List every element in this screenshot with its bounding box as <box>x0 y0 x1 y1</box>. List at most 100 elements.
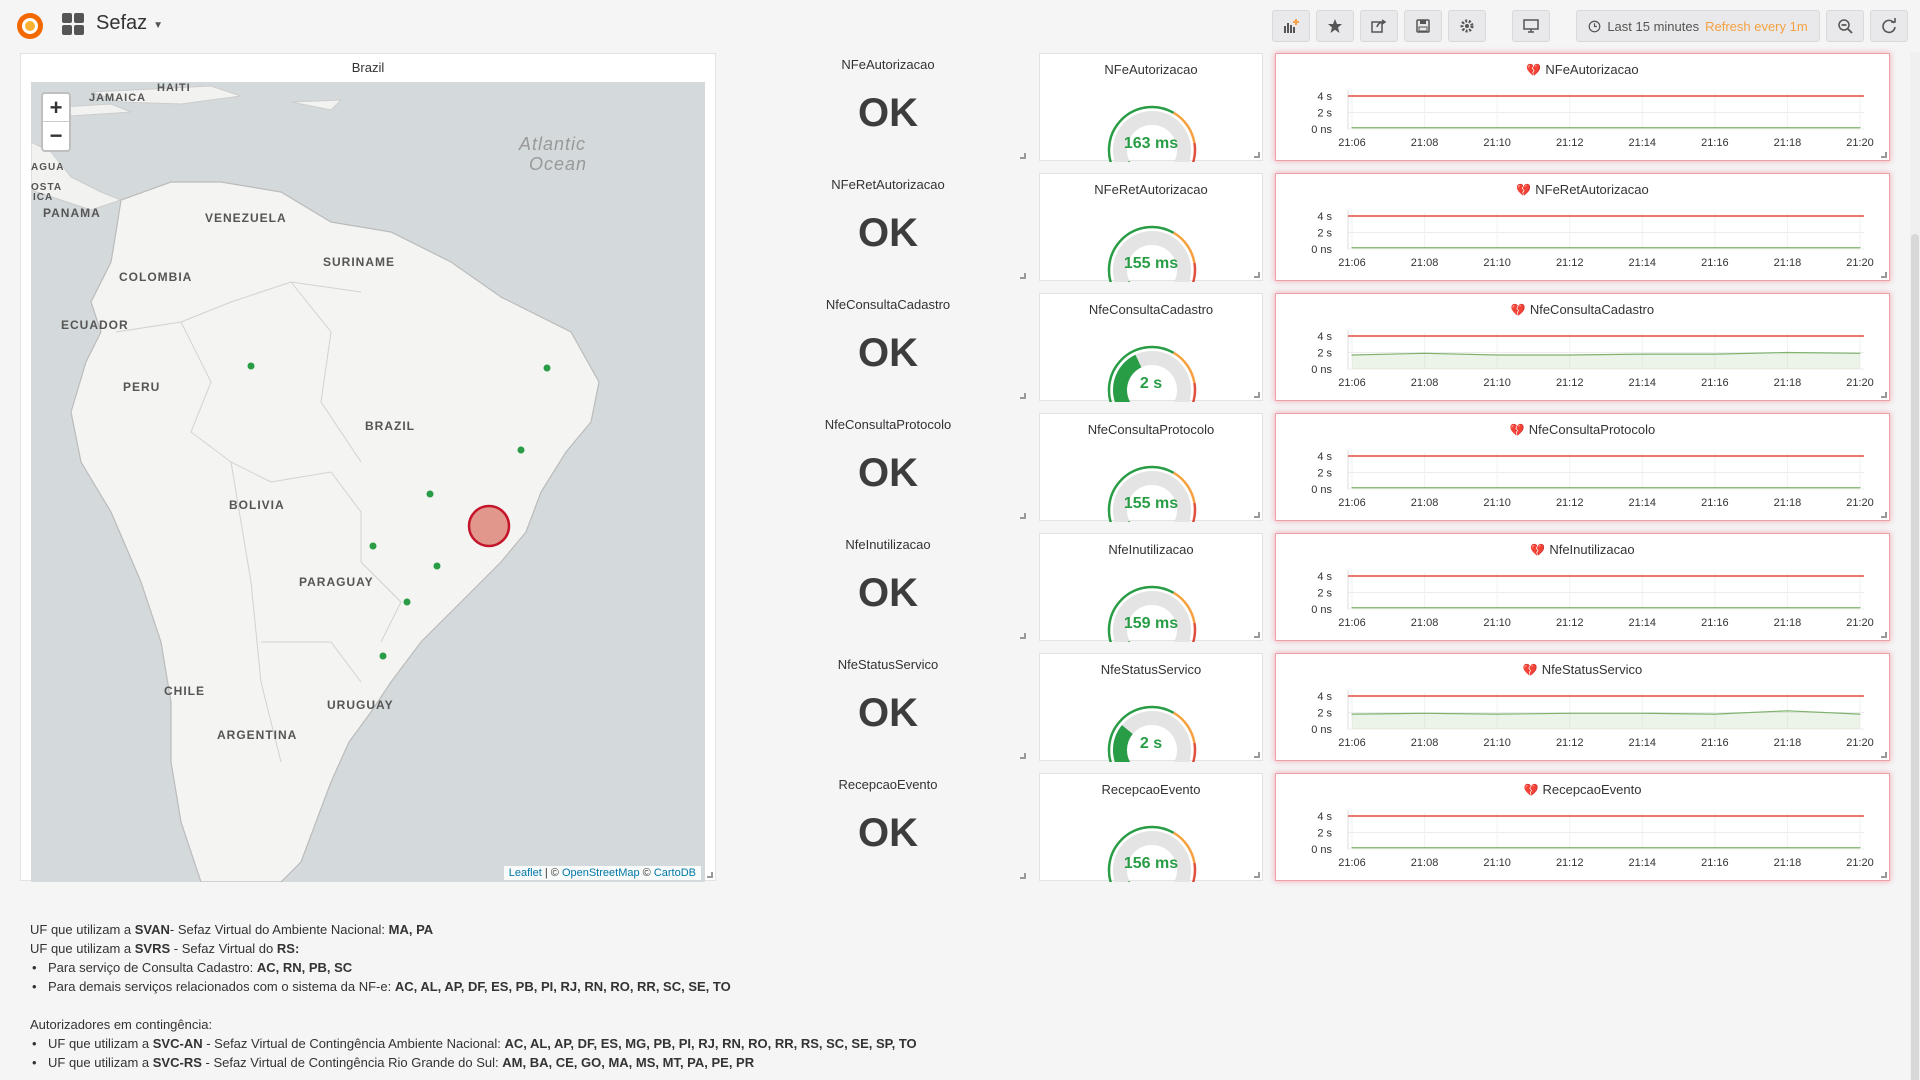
star-button[interactable] <box>1316 10 1354 42</box>
panel-resize-handle[interactable] <box>1020 753 1026 759</box>
panel-resize-handle[interactable] <box>1020 153 1026 159</box>
panel-resize-handle[interactable] <box>1881 272 1887 278</box>
series-point <box>1859 847 1861 849</box>
panel-resize-handle[interactable] <box>1881 512 1887 518</box>
map-canvas[interactable]: HAITI JAMAICA Atlantic Ocean AGUA OSTA I… <box>31 82 705 882</box>
graph-chart[interactable]: 4 s 2 s 0 ns 21:06 21:08 21:10 21:12 21:14 21:16… <box>1276 414 1891 522</box>
map-label-haiti: HAITI <box>157 82 191 94</box>
graph-title: NfeStatusServico <box>1541 662 1643 677</box>
x-tick-label: 21:08 <box>1411 257 1439 269</box>
gauge-value: 2 s <box>1139 735 1163 752</box>
x-tick-label: 21:20 <box>1846 137 1874 149</box>
graph-chart[interactable]: 4 s 2 s 0 ns 21:06 21:08 21:10 21:12 21:14 21:16… <box>1276 534 1891 642</box>
gauge-chart <box>1107 225 1197 282</box>
panel-resize-handle[interactable] <box>1254 752 1260 758</box>
panel-resize-handle[interactable] <box>1881 632 1887 638</box>
panel-resize-handle[interactable] <box>1020 633 1026 639</box>
graph-chart[interactable]: 4 s 2 s 0 ns 21:06 21:08 21:10 21:12 21:14 21:16… <box>1276 294 1891 402</box>
graph-title: NFeAutorizacao <box>1545 62 1639 77</box>
broken-heart-alert-icon[interactable]: 💔 <box>1510 302 1526 317</box>
map-label-colombia: COLOMBIA <box>119 270 193 284</box>
y-tick-label: 0 ns <box>1311 484 1332 496</box>
series-point <box>1423 247 1426 249</box>
series-point <box>1569 354 1571 356</box>
panel-resize-handle[interactable] <box>1254 512 1260 518</box>
series-point <box>1569 847 1571 849</box>
broken-heart-alert-icon[interactable]: 💔 <box>1523 782 1539 797</box>
leaflet-link[interactable]: Leaflet <box>508 867 542 879</box>
panel-resize-handle[interactable] <box>1881 872 1887 878</box>
map-marker <box>379 652 387 660</box>
panel-resize-handle[interactable] <box>1020 273 1026 279</box>
series-point <box>1569 127 1571 129</box>
panel-resize-handle[interactable] <box>707 872 713 878</box>
gauge-value: 155 ms <box>1123 255 1179 272</box>
page-scrollbar[interactable] <box>1910 52 1920 1080</box>
y-tick-label: 4 s <box>1317 571 1332 583</box>
dashboard-picker[interactable]: Sefaz ▼ <box>62 12 163 35</box>
list-item: Para demais serviços relacionados com o … <box>30 977 917 996</box>
zoom-in-button[interactable]: + <box>43 94 69 122</box>
worldmap-panel: Brazil HAITI JAMAICA Atlantic Ocean AGUA… <box>20 53 716 882</box>
navbar-actions: Last 15 minutes Refresh every 1m <box>1272 10 1908 42</box>
zoom-out-button[interactable] <box>1826 10 1864 42</box>
panel-resize-handle[interactable] <box>1020 873 1026 879</box>
time-picker-button[interactable]: Last 15 minutes Refresh every 1m <box>1576 10 1820 42</box>
panel-resize-handle[interactable] <box>1020 513 1026 519</box>
y-tick-label: 2 s <box>1317 108 1332 120</box>
gauge-track <box>1113 591 1191 642</box>
carto-link[interactable]: CartoDB <box>653 867 696 879</box>
series-point <box>1859 127 1861 129</box>
tv-mode-button[interactable] <box>1512 10 1550 42</box>
graph-panel: 💔 NFeAutorizacao 4 s 2 s 0 ns 21:06 21:08 21:10… <box>1275 53 1890 161</box>
gauge-value: 155 ms <box>1123 495 1179 512</box>
gauge-chart <box>1107 585 1197 642</box>
panel-resize-handle[interactable] <box>1254 272 1260 278</box>
panel-resize-handle[interactable] <box>1881 392 1887 398</box>
gauge-threshold-warn <box>1172 231 1196 264</box>
x-tick-label: 21:14 <box>1629 737 1657 749</box>
x-tick-label: 21:06 <box>1338 137 1366 149</box>
x-tick-label: 21:18 <box>1774 377 1802 389</box>
gauge-value: 156 ms <box>1123 855 1179 872</box>
panel-resize-handle[interactable] <box>1881 152 1887 158</box>
graph-chart[interactable]: 4 s 2 s 0 ns 21:06 21:08 21:10 21:12 21:14 21:16… <box>1276 774 1891 882</box>
share-button[interactable] <box>1360 10 1398 42</box>
settings-button[interactable] <box>1448 10 1486 42</box>
x-tick-label: 21:18 <box>1774 497 1802 509</box>
panel-resize-handle[interactable] <box>1881 752 1887 758</box>
tv-mode-icon <box>1523 19 1539 33</box>
panel-resize-handle[interactable] <box>1254 872 1260 878</box>
panel-resize-handle[interactable] <box>1254 152 1260 158</box>
panel-resize-handle[interactable] <box>1020 393 1026 399</box>
singlestat-value: OK <box>858 571 918 615</box>
grafana-logo-icon[interactable] <box>14 10 46 42</box>
broken-heart-alert-icon[interactable]: 💔 <box>1530 542 1546 557</box>
series-point <box>1714 847 1716 849</box>
save-button[interactable] <box>1404 10 1442 42</box>
refresh-button[interactable] <box>1870 10 1908 42</box>
clock-icon <box>1588 20 1601 32</box>
scrollbar-thumb[interactable] <box>1911 234 1919 1080</box>
y-tick-label: 0 ns <box>1311 844 1332 856</box>
gauge-value-arc <box>1113 354 1142 402</box>
broken-heart-alert-icon[interactable]: 💔 <box>1516 182 1532 197</box>
singlestat-value: OK <box>858 811 918 855</box>
panel-resize-handle[interactable] <box>1254 632 1260 638</box>
x-tick-label: 21:08 <box>1411 497 1439 509</box>
gauge-threshold-warn <box>1172 711 1196 744</box>
graph-chart[interactable]: 4 s 2 s 0 ns 21:06 21:08 21:10 21:12 21:14 21:16… <box>1276 174 1891 282</box>
refresh-interval-label: Refresh every 1m <box>1705 18 1808 34</box>
graph-chart[interactable]: 4 s 2 s 0 ns 21:06 21:08 21:10 21:12 21:14 21:16… <box>1276 654 1891 762</box>
broken-heart-alert-icon[interactable]: 💔 <box>1526 62 1542 77</box>
panel-resize-handle[interactable] <box>1254 392 1260 398</box>
x-tick-label: 21:16 <box>1701 617 1729 629</box>
broken-heart-alert-icon[interactable]: 💔 <box>1522 662 1538 677</box>
osm-link[interactable]: OpenStreetMap <box>561 867 640 879</box>
zoom-out-map-button[interactable]: − <box>49 123 63 148</box>
map-marker <box>433 562 441 570</box>
add-panel-button[interactable] <box>1272 10 1310 42</box>
broken-heart-alert-icon[interactable]: 💔 <box>1509 422 1525 437</box>
graph-chart[interactable]: 4 s 2 s 0 ns 21:06 21:08 21:10 21:12 21:14 21:16… <box>1276 54 1891 162</box>
x-tick-label: 21:08 <box>1411 857 1439 869</box>
